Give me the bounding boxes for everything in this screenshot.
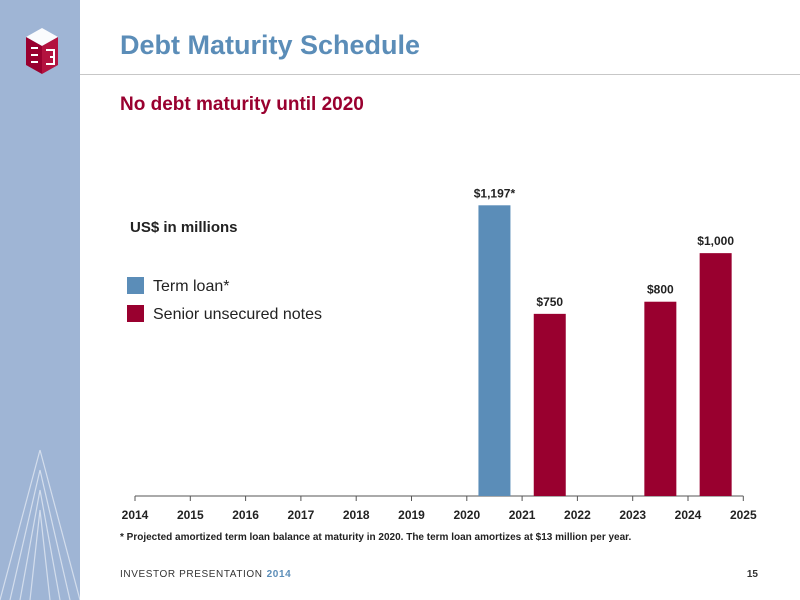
legend-swatch-1: [127, 305, 144, 322]
x-tick-label-2017: 2017: [288, 508, 315, 522]
legend-label-0: Term loan*: [153, 278, 229, 295]
x-tick-label-2021: 2021: [509, 508, 536, 522]
legend-label-1: Senior unsecured notes: [153, 306, 322, 323]
data-label-2024: $1,000: [697, 234, 734, 248]
bar-term-loan-2020: [478, 205, 511, 497]
title-divider: [80, 74, 800, 75]
footer-text: INVESTOR PRESENTATION: [120, 569, 263, 580]
data-label-2020: $1,197*: [474, 186, 516, 200]
bar-senior-notes-2021: [533, 313, 566, 496]
x-tick-label-2014: 2014: [122, 508, 149, 522]
x-tick-label-2025: 2025: [730, 508, 757, 522]
data-label-2021: $750: [536, 295, 563, 309]
footer-year: 2014: [266, 569, 292, 580]
page-number: 15: [746, 569, 758, 580]
legend-swatch-0: [127, 277, 144, 294]
x-tick-label-2019: 2019: [398, 508, 425, 522]
chart-footnote: * Projected amortized term loan balance …: [120, 532, 632, 543]
x-tick-label-2023: 2023: [619, 508, 646, 522]
units-label: US$ in millions: [130, 219, 238, 236]
bar-senior-notes-2024: [699, 253, 732, 496]
decorative-pattern: [0, 449, 80, 600]
page-title: Debt Maturity Schedule: [120, 30, 421, 60]
sidebar-band: [0, 0, 80, 600]
x-tick-label-2020: 2020: [453, 508, 480, 522]
x-tick-label-2015: 2015: [177, 508, 204, 522]
x-tick-label-2024: 2024: [675, 508, 702, 522]
page-subtitle: No debt maturity until 2020: [120, 94, 364, 115]
company-logo-icon: [26, 28, 58, 74]
bar-senior-notes-2023: [644, 301, 677, 496]
x-tick-label-2018: 2018: [343, 508, 370, 522]
data-label-2023: $800: [647, 283, 674, 297]
x-tick-label-2022: 2022: [564, 508, 591, 522]
x-tick-label-2016: 2016: [232, 508, 259, 522]
footer: INVESTOR PRESENTATION 2014: [120, 569, 291, 580]
